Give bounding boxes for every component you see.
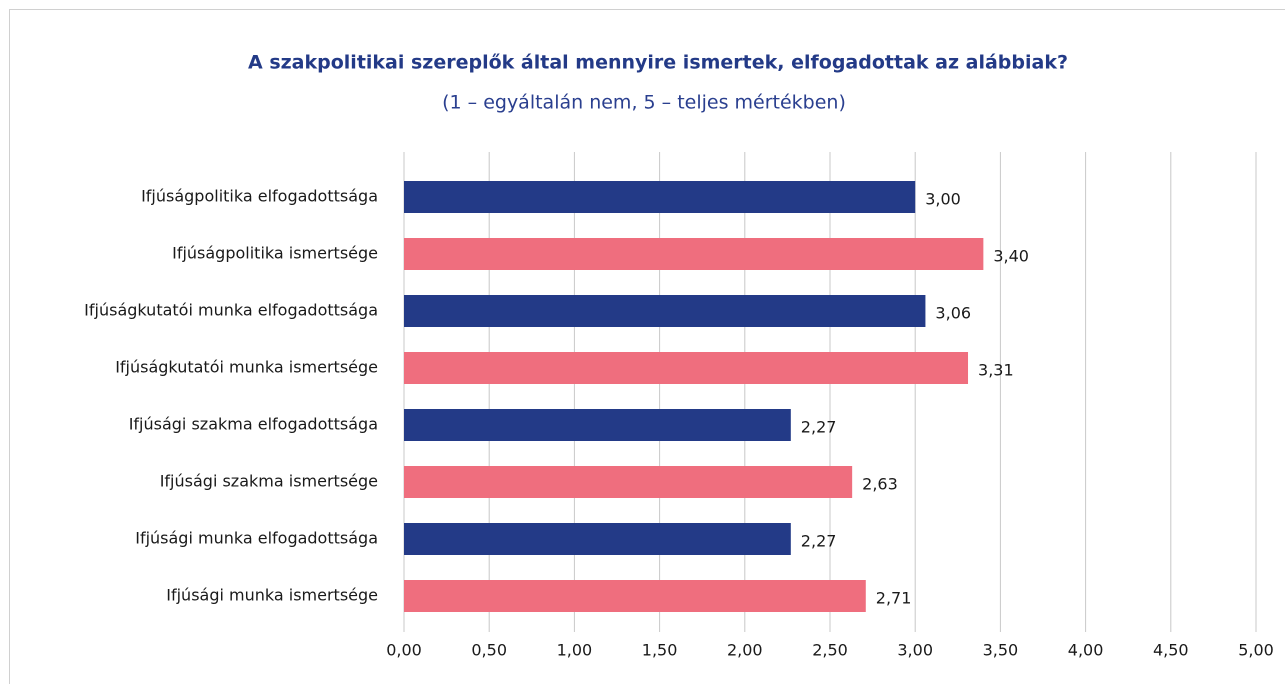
bar xyxy=(404,409,791,441)
y-tick-label: Ifjúságpolitika elfogadottsága xyxy=(141,187,378,206)
x-tick-label: 1,00 xyxy=(557,641,593,660)
x-tick-label: 4,00 xyxy=(1068,641,1104,660)
chart-title: A szakpolitikai szereplők által mennyire… xyxy=(248,52,1068,74)
y-tick-label: Ifjúsági munka elfogadottsága xyxy=(135,529,378,548)
y-tick-label: Ifjúságkutatói munka ismertsége xyxy=(115,358,378,377)
y-tick-label: Ifjúságpolitika ismertsége xyxy=(172,244,378,263)
x-tick-label: 0,50 xyxy=(471,641,507,660)
x-tick-label: 0,00 xyxy=(386,641,422,660)
y-tick-label: Ifjúsági munka ismertsége xyxy=(166,586,378,605)
bar xyxy=(404,580,866,612)
y-tick-label: Ifjúsági szakma ismertsége xyxy=(160,472,378,491)
x-tick-label: 3,50 xyxy=(983,641,1019,660)
bar xyxy=(404,238,984,270)
data-label: 3,00 xyxy=(925,190,961,209)
data-label: 2,27 xyxy=(801,532,837,551)
x-tick-label: 1,50 xyxy=(642,641,678,660)
data-label: 3,40 xyxy=(993,247,1029,266)
y-tick-label: Ifjúsági szakma elfogadottsága xyxy=(129,415,378,434)
x-tick-label: 2,00 xyxy=(727,641,763,660)
data-label: 2,71 xyxy=(876,589,912,608)
bar xyxy=(404,523,791,555)
bar xyxy=(404,181,916,213)
y-tick-label: Ifjúságkutatói munka elfogadottsága xyxy=(84,301,378,320)
x-tick-label: 4,50 xyxy=(1153,641,1189,660)
x-tick-label: 5,00 xyxy=(1238,641,1274,660)
x-tick-label: 2,50 xyxy=(812,641,848,660)
data-label: 3,06 xyxy=(935,304,971,323)
bar xyxy=(404,295,926,327)
x-tick-label: 3,00 xyxy=(897,641,933,660)
bar xyxy=(404,352,969,384)
chart-subtitle: (1 – egyáltalán nem, 5 – teljes mértékbe… xyxy=(442,92,846,114)
data-label: 3,31 xyxy=(978,361,1014,380)
chart-frame xyxy=(9,9,1285,684)
data-label: 2,63 xyxy=(862,475,898,494)
bar xyxy=(404,466,853,498)
data-label: 2,27 xyxy=(801,418,837,437)
